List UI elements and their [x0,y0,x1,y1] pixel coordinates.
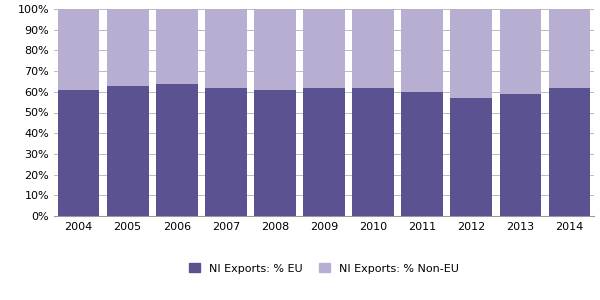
Bar [499,94,541,216]
Bar [451,9,492,98]
Bar [58,9,100,90]
Bar [303,9,345,88]
Bar [205,9,247,88]
Bar [352,88,394,216]
Bar [548,88,590,216]
Bar [254,90,296,216]
Bar [205,88,247,216]
Bar [548,9,590,88]
Bar [499,9,541,94]
Bar [401,92,443,216]
Bar [451,98,492,216]
Legend: NI Exports: % EU, NI Exports: % Non-EU: NI Exports: % EU, NI Exports: % Non-EU [184,259,464,278]
Bar [156,83,197,216]
Bar [303,88,345,216]
Bar [401,9,443,92]
Bar [156,9,197,83]
Bar [352,9,394,88]
Bar [107,9,149,86]
Bar [58,90,100,216]
Bar [107,85,149,216]
Bar [254,9,296,90]
